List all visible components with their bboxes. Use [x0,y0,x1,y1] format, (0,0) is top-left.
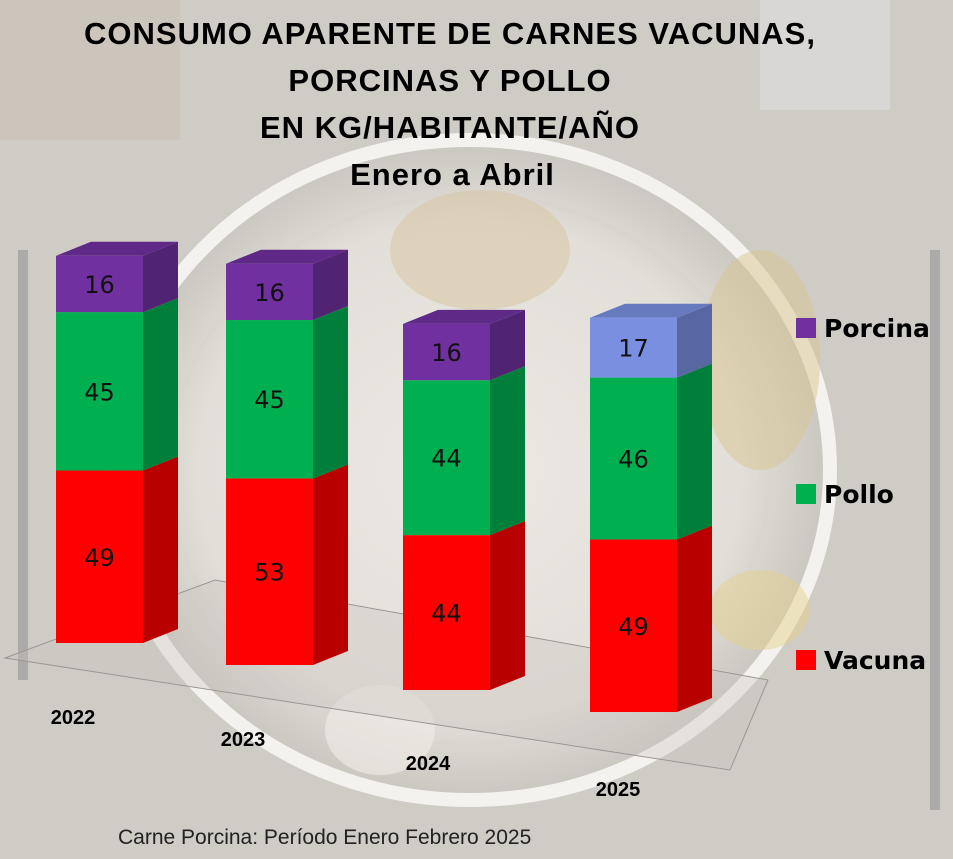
bar-front-porcina-2024 [403,323,490,381]
bar-front-pollo-2022 [56,312,143,471]
legend-item-vacuna: Vacuna [796,645,926,675]
bar-segment-porcina-2023: 16 [226,249,348,321]
bar-segment-vacuna-2022: 49 [56,456,178,643]
bar-side-pollo-2025 [677,363,712,540]
bar-side-porcina-2022 [143,241,178,313]
bar-front-porcina-2022 [56,255,143,313]
bar-front-vacuna-2022 [56,470,143,643]
legend-swatch-vacuna [796,650,816,670]
data-label-pollo-2025: 46 [618,446,649,474]
data-label-porcina-2024: 16 [431,339,462,367]
x-tick-label-2022: 2022 [51,707,96,729]
bar-segment-pollo-2025: 46 [590,363,712,540]
data-label-porcina-2025: 17 [618,335,649,363]
bar-side-vacuna-2022 [143,456,178,643]
bar-side-porcina-2023 [313,249,348,321]
x-tick-label-2023: 2023 [221,729,266,751]
bar-segment-vacuna-2025: 49 [590,525,712,712]
data-label-porcina-2022: 16 [84,271,115,299]
footnote: Carne Porcina: Período Enero Febrero 202… [118,826,532,849]
legend-swatch-pollo [796,484,816,504]
x-tick-label-2024: 2024 [406,753,451,775]
x-tick-label-2025: 2025 [596,779,641,801]
bar-front-pollo-2024 [403,380,490,536]
chart-title-line-3: EN KG/HABITANTE/AÑO [259,110,641,145]
legend-item-pollo: Pollo [796,479,894,509]
data-label-vacuna-2022: 49 [84,544,115,572]
bar-side-porcina-2024 [490,309,525,381]
bar-front-pollo-2023 [226,320,313,479]
bar-front-vacuna-2025 [590,539,677,712]
bar-front-vacuna-2024 [403,535,490,690]
chart-title-line-1: CONSUMO APARENTE DE CARNES VACUNAS, [84,16,816,51]
bar-segment-vacuna-2024: 44 [403,521,525,690]
bar-segment-porcina-2024: 16 [403,309,525,381]
bar-segment-pollo-2024: 44 [403,366,525,536]
data-label-porcina-2023: 16 [254,279,285,307]
legend-label-vacuna: Vacuna [824,645,927,675]
data-label-vacuna-2024: 44 [431,600,462,628]
bar-side-porcina-2025 [677,303,712,378]
data-label-pollo-2024: 44 [431,445,462,473]
bar-front-porcina-2025 [590,317,677,378]
bar-segment-pollo-2022: 45 [56,298,178,471]
bar-side-vacuna-2024 [490,521,525,690]
legend-item-porcina: Porcina [796,313,930,343]
bar-front-vacuna-2023 [226,478,313,665]
bar-side-vacuna-2023 [313,464,348,665]
legend-swatch-porcina [796,318,816,338]
bar-segment-porcina-2025: 17 [590,303,712,378]
data-label-pollo-2023: 45 [254,386,285,414]
bar-segment-porcina-2022: 16 [56,241,178,313]
data-label-vacuna-2025: 49 [618,613,649,641]
chart-title-line-2: PORCINAS Y POLLO [288,63,612,98]
bar-front-porcina-2023 [226,263,313,321]
bar-side-pollo-2024 [490,366,525,536]
bar-top-2024 [403,309,525,324]
chart-subtitle: Enero a Abril [350,157,555,192]
data-label-vacuna-2023: 53 [254,559,285,587]
bar-side-pollo-2023 [313,306,348,479]
bar-top-2022 [56,241,178,256]
legend-label-pollo: Pollo [824,479,894,509]
bar-segment-pollo-2023: 45 [226,306,348,479]
bar-side-vacuna-2025 [677,525,712,712]
bar-segment-vacuna-2023: 53 [226,464,348,665]
legend-label-porcina: Porcina [824,313,930,343]
bar-side-pollo-2022 [143,298,178,471]
bar-top-2023 [226,249,348,264]
bar-front-pollo-2025 [590,377,677,540]
bar-top-2025 [590,303,712,318]
data-label-pollo-2022: 45 [84,378,115,406]
